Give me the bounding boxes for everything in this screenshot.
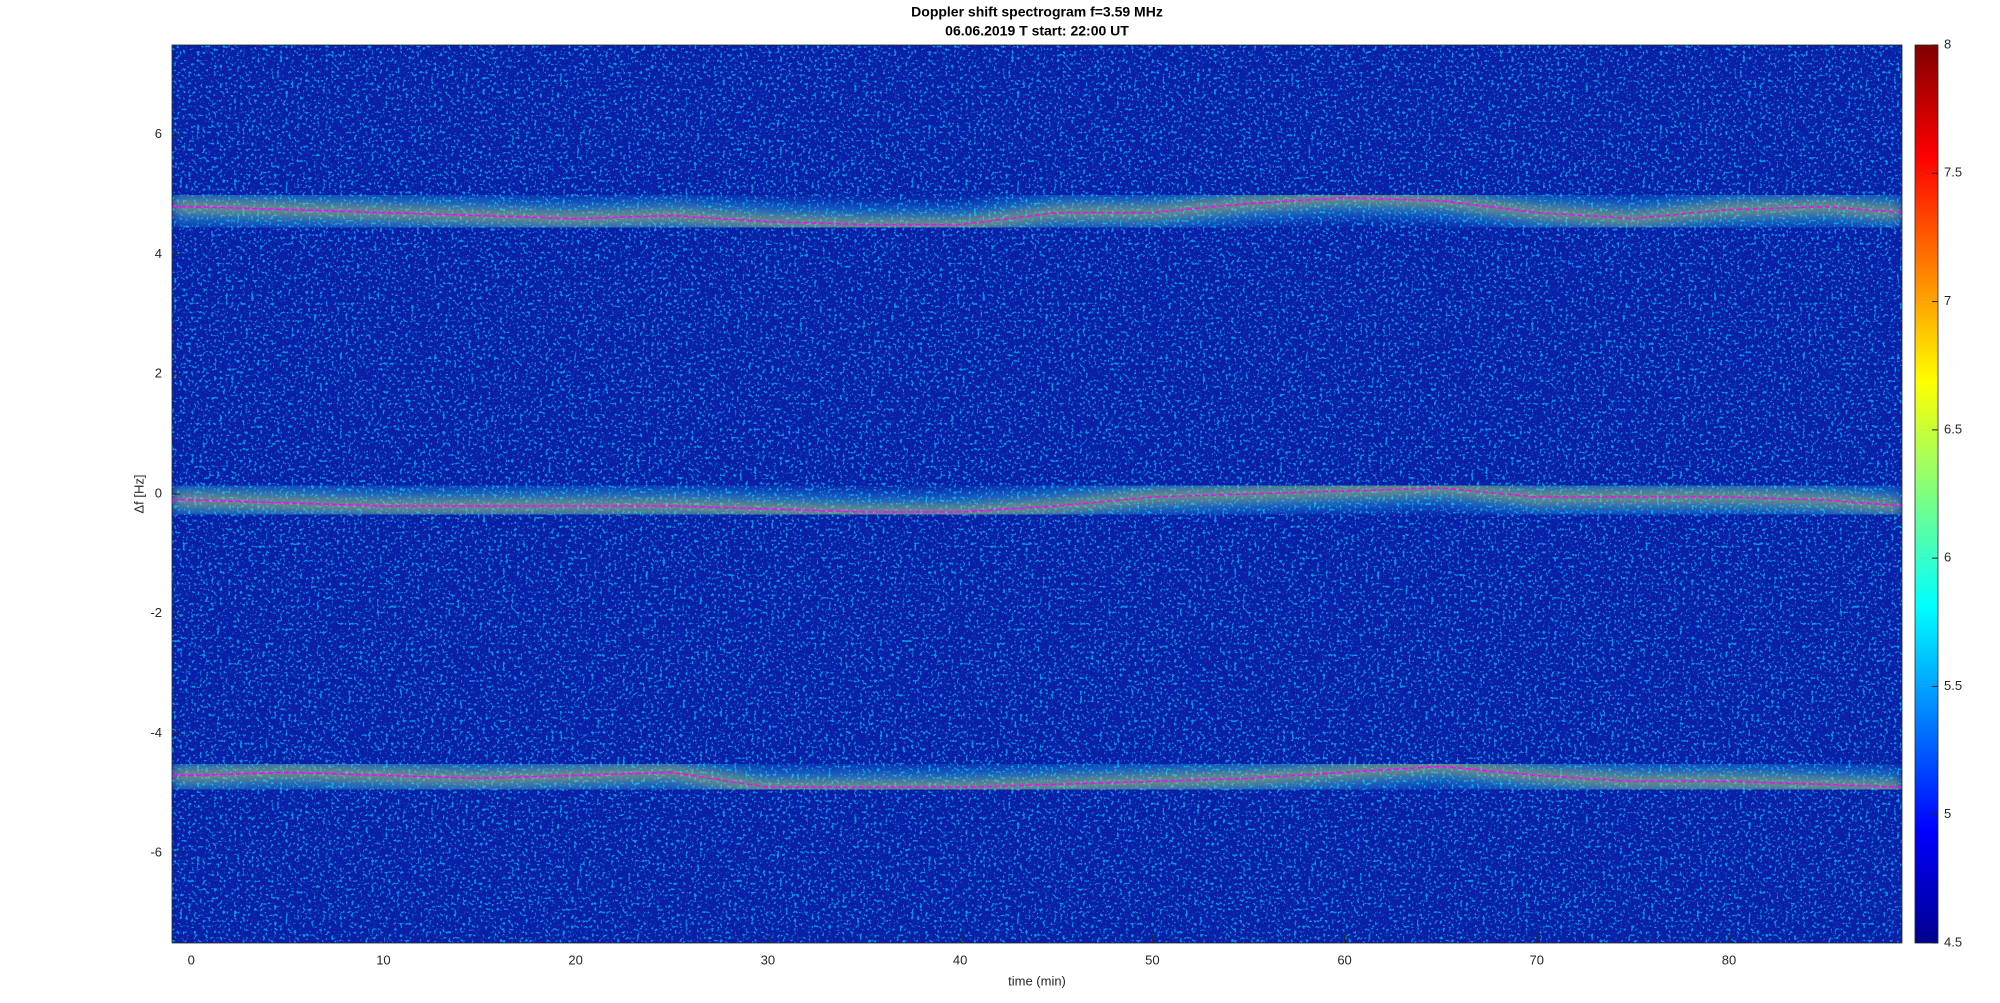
- colorbar-tick-label: 7: [1944, 293, 1951, 308]
- plot-area: [172, 177, 1902, 808]
- colorbar-tick-label: 6.5: [1944, 421, 1962, 436]
- x-tick-label: 80: [1722, 952, 1736, 967]
- chart-title: Doppler shift spectrogram f=3.59 MHz: [911, 4, 1163, 20]
- x-tick-label: 50: [1145, 952, 1159, 967]
- colorbar-tick-label: 5: [1944, 806, 1951, 821]
- y-tick-label: -2: [150, 605, 162, 620]
- colorbar-tick-label: 4.5: [1944, 934, 1962, 949]
- trace-line: [172, 196, 1902, 226]
- y-tick-label: -4: [150, 725, 162, 740]
- trace-line: [172, 765, 1902, 789]
- colorbar-tick-label: 5.5: [1944, 678, 1962, 693]
- trace-line: [172, 487, 1902, 513]
- x-tick-label: 0: [188, 952, 195, 967]
- x-tick-label: 30: [761, 952, 775, 967]
- x-tick-label: 40: [953, 952, 967, 967]
- x-tick-label: 20: [568, 952, 582, 967]
- y-tick-label: 0: [155, 485, 162, 500]
- x-tick-label: 70: [1530, 952, 1544, 967]
- chart-subtitle: 06.06.2019 T start: 22:00 UT: [945, 23, 1129, 39]
- colorbar-tick-label: 7.5: [1944, 165, 1962, 180]
- x-axis-label: time (min): [1008, 973, 1066, 988]
- x-tick-label: 10: [376, 952, 390, 967]
- y-tick-label: 2: [155, 366, 162, 381]
- y-tick-label: -6: [150, 845, 162, 860]
- colorbar-tick-label: 6: [1944, 550, 1951, 565]
- y-axis-label: Δf [Hz]: [131, 474, 146, 513]
- colorbar-tick-label: 8: [1944, 36, 1951, 51]
- x-tick-label: 60: [1337, 952, 1351, 967]
- y-tick-label: 4: [155, 246, 162, 261]
- y-tick-label: 6: [155, 126, 162, 141]
- colorbar: [1914, 44, 1939, 944]
